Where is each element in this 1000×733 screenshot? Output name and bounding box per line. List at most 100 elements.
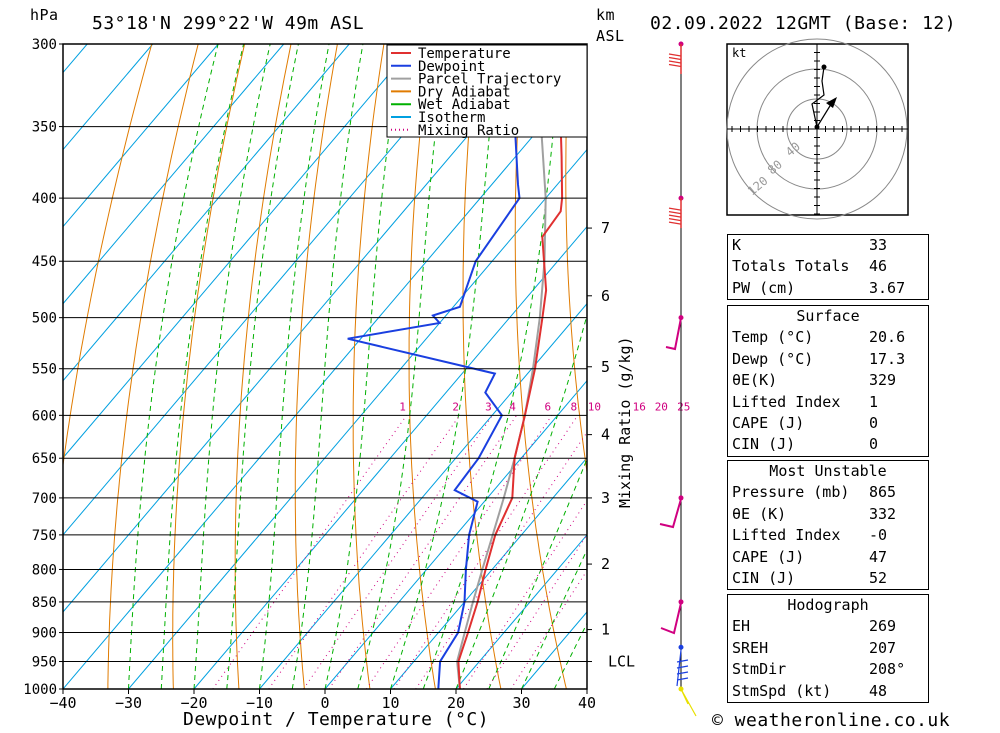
hodograph-row: StmSpd (kt) 48: [728, 681, 928, 702]
surface-row: CIN (J) 0: [728, 434, 928, 455]
isotherm-line: [63, 44, 547, 613]
mixing-ratio-label: 6: [545, 400, 552, 413]
wind-barb: [668, 44, 682, 74]
dry-adiabat-line: [172, 44, 246, 689]
storm-motion-arrowhead: [826, 97, 837, 108]
pressure-tick-label: 700: [32, 491, 57, 507]
dry-adiabat-line: [408, 44, 436, 689]
plot-area: [0, 26, 1000, 689]
datetime-title: 02.09.2022 12GMT (Base: 12): [650, 13, 957, 34]
x-tick-label: 20: [447, 694, 465, 712]
hodograph-panel: Hodograph EH 269 SREH 207 StmDir 208° StmSpd (…: [727, 594, 929, 703]
mixing-ratio-line: [510, 569, 587, 689]
isotherm-line: [63, 44, 285, 305]
index-row: Totals Totals 46: [728, 256, 928, 277]
dry-adiabat-line: [565, 44, 587, 476]
pressure-tick-label: 350: [32, 120, 57, 136]
hodograph-row: EH 269: [728, 616, 928, 637]
legend-box: [386, 44, 588, 138]
wet-adiabat-line: [390, 44, 499, 689]
isotherm-line: [63, 44, 416, 459]
x-tick-label: −30: [115, 694, 142, 712]
mixing-ratio-axis-label: Mixing Ratio (g/kg): [616, 336, 634, 508]
most-unstable-label: Pressure (mb): [732, 483, 850, 502]
mixing-ratio-label: 20: [655, 400, 668, 413]
wet-adiabat-line: [488, 457, 587, 689]
x-tick-label: 30: [512, 694, 530, 712]
pressure-tick-label: 600: [32, 408, 57, 424]
mixing-ratio-label: 10: [588, 400, 601, 413]
most-unstable-label: CAPE (J): [732, 547, 805, 566]
legend-entry: Dry Adiabat: [418, 84, 511, 100]
pressure-tick-label: 850: [32, 595, 57, 611]
asl-label: ASL: [596, 27, 625, 45]
hodograph-row: SREH 207: [728, 638, 928, 659]
surface-label: Temp (°C): [732, 328, 814, 347]
x-tick-label: −40: [49, 694, 76, 712]
hodograph-value: 48: [869, 681, 888, 700]
hodograph-title: Hodograph: [787, 596, 869, 614]
wind-barb-flag: [668, 211, 682, 215]
x-axis-label: Dewpoint / Temperature (°C): [183, 709, 490, 730]
pressure-tick-label: 400: [32, 191, 57, 207]
surface-label: CIN (J): [732, 435, 796, 454]
index-label: Totals Totals: [732, 257, 850, 276]
surface-row: θE(K) 329: [728, 370, 928, 391]
pressure-unit: hPa: [30, 6, 59, 24]
isotherm-line: [324, 379, 587, 689]
dry-adiabat-line: [63, 44, 153, 469]
hodograph-value: 207: [869, 638, 897, 657]
hodograph-value: 208°: [869, 660, 906, 679]
surface-value: 329: [869, 371, 897, 390]
x-tick-label: −10: [246, 694, 273, 712]
dry-adiabat-line: [352, 44, 385, 689]
most-unstable-panel: Most Unstable Pressure (mb) 865 θE (K) 332 L…: [727, 460, 929, 591]
mixing-ratio-label: 8: [570, 400, 577, 413]
wind-barb-flag: [668, 60, 682, 64]
mixing-ratio-label: 4: [509, 400, 516, 413]
surface-value: 1: [869, 392, 879, 411]
km-label: km: [596, 6, 616, 24]
most-unstable-row: Lifted Index -0: [728, 525, 928, 546]
most-unstable-row: Pressure (mb) 865: [728, 482, 928, 503]
isotherm-line: [455, 534, 587, 689]
wet-adiabat-line: [193, 44, 271, 689]
wind-barb-flag: [668, 53, 682, 57]
isotherm-line: [63, 44, 481, 536]
wind-barb: [676, 649, 689, 687]
wind-level-dot: [678, 599, 684, 605]
most-unstable-value: 332: [869, 504, 897, 523]
surface-title: Surface: [796, 307, 860, 325]
dry-adiabat-line: [462, 44, 502, 689]
index-value: 33: [869, 236, 888, 254]
wet-adiabat-line: [291, 44, 364, 689]
dry-adiabat-line: [984, 26, 1000, 689]
x-tick-label: 40: [578, 694, 596, 712]
wet-adiabat-line: [324, 44, 402, 689]
most-unstable-row: θE (K) 332: [728, 504, 928, 525]
km-tick-label: 3: [601, 489, 610, 507]
wind-barb: [665, 317, 682, 351]
most-unstable-label: θE (K): [732, 504, 787, 523]
most-unstable-row: CIN (J) 52: [728, 568, 928, 589]
hodograph-origin-dot: [814, 124, 820, 130]
most-unstable-value: 865: [869, 483, 897, 502]
x-tick-label: −20: [180, 694, 207, 712]
most-unstable-label: CIN (J): [732, 568, 796, 587]
hodograph-label: EH: [732, 617, 751, 636]
km-tick-label: 5: [601, 358, 610, 376]
most-unstable-value: -0: [869, 526, 888, 545]
mixing-ratio-line: [393, 415, 579, 689]
hodograph-row: StmDir 208°: [728, 659, 928, 680]
isotherm-line: [0, 44, 22, 689]
x-tick-label: 0: [320, 694, 329, 712]
pressure-tick-label: 950: [32, 655, 57, 671]
isotherm-line: [63, 44, 154, 151]
pressure-tick-label: 300: [32, 37, 57, 53]
dry-adiabat-line: [294, 44, 338, 689]
hodograph-value: 269: [869, 617, 897, 636]
surface-value: 17.3: [869, 349, 906, 368]
most-unstable-label: Lifted Index: [732, 526, 841, 545]
pressure-tick-label: 1000: [23, 682, 57, 698]
hodograph-label: StmDir: [732, 660, 787, 679]
